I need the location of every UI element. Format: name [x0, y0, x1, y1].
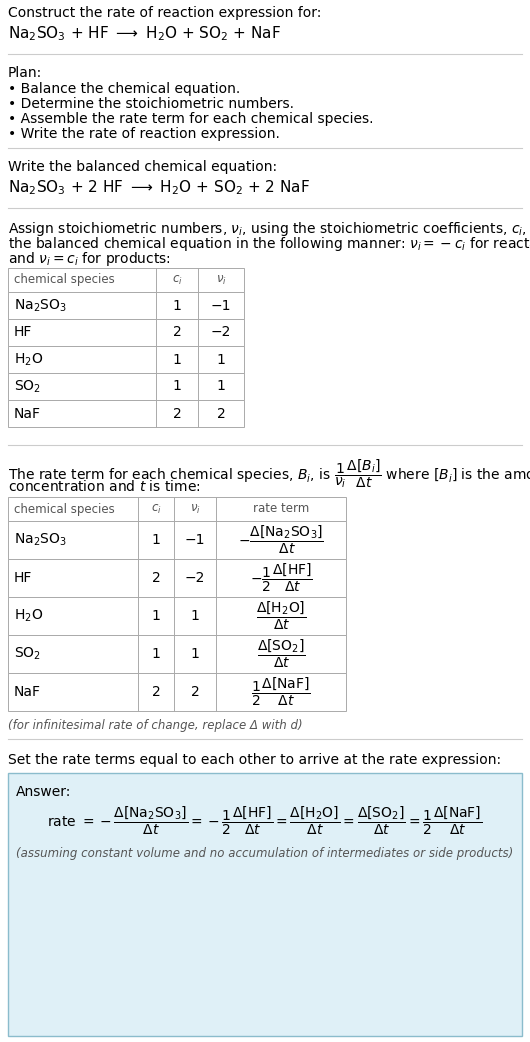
Text: 2: 2	[152, 685, 161, 699]
Text: 1: 1	[217, 379, 225, 394]
Text: $c_i$: $c_i$	[172, 273, 182, 287]
Text: 2: 2	[217, 406, 225, 421]
Text: $\dfrac{\Delta[\mathrm{SO_2}]}{\Delta t}$: $\dfrac{\Delta[\mathrm{SO_2}]}{\Delta t}…	[257, 638, 305, 670]
Text: 1: 1	[173, 298, 181, 313]
Text: −2: −2	[185, 571, 205, 585]
Text: 1: 1	[152, 534, 161, 547]
Bar	[8, 373, 244, 400]
Text: • Balance the chemical equation.: • Balance the chemical equation.	[8, 82, 240, 96]
Bar	[8, 497, 346, 521]
Text: NaF: NaF	[14, 406, 41, 421]
Text: H$_2$O: H$_2$O	[14, 607, 43, 624]
Bar	[8, 559, 346, 597]
Text: 1: 1	[152, 647, 161, 661]
Text: Na$_2$SO$_3$: Na$_2$SO$_3$	[14, 297, 67, 314]
Bar	[8, 319, 244, 346]
Text: and $\nu_i = c_i$ for products:: and $\nu_i = c_i$ for products:	[8, 250, 171, 268]
Text: Na$_2$SO$_3$: Na$_2$SO$_3$	[14, 531, 67, 548]
Text: $\nu_i$: $\nu_i$	[190, 502, 200, 516]
Text: 1: 1	[152, 609, 161, 623]
Text: (assuming constant volume and no accumulation of intermediates or side products): (assuming constant volume and no accumul…	[16, 847, 514, 860]
Bar	[8, 268, 244, 292]
Text: SO$_2$: SO$_2$	[14, 378, 41, 395]
Bar	[8, 400, 244, 427]
Bar	[8, 597, 346, 635]
Text: 1: 1	[173, 379, 181, 394]
Text: Set the rate terms equal to each other to arrive at the rate expression:: Set the rate terms equal to each other t…	[8, 753, 501, 767]
Text: 1: 1	[173, 352, 181, 367]
Text: • Write the rate of reaction expression.: • Write the rate of reaction expression.	[8, 127, 280, 141]
Text: concentration and $t$ is time:: concentration and $t$ is time:	[8, 479, 201, 494]
Text: 1: 1	[217, 352, 225, 367]
Text: $-\dfrac{\Delta[\mathrm{Na_2SO_3}]}{\Delta t}$: $-\dfrac{\Delta[\mathrm{Na_2SO_3}]}{\Del…	[238, 524, 324, 556]
Text: SO$_2$: SO$_2$	[14, 646, 41, 663]
Text: the balanced chemical equation in the following manner: $\nu_i = -c_i$ for react: the balanced chemical equation in the fo…	[8, 235, 530, 253]
Text: • Assemble the rate term for each chemical species.: • Assemble the rate term for each chemic…	[8, 111, 374, 126]
Text: Write the balanced chemical equation:: Write the balanced chemical equation:	[8, 160, 277, 174]
Text: $c_i$: $c_i$	[151, 502, 161, 516]
Text: 1: 1	[191, 647, 199, 661]
Text: Construct the rate of reaction expression for:: Construct the rate of reaction expressio…	[8, 6, 321, 20]
Text: $-\dfrac{1}{2}\dfrac{\Delta[\mathrm{HF}]}{\Delta t}$: $-\dfrac{1}{2}\dfrac{\Delta[\mathrm{HF}]…	[250, 562, 313, 594]
Text: 2: 2	[173, 406, 181, 421]
Bar	[8, 521, 346, 559]
Text: Answer:: Answer:	[16, 785, 72, 799]
Text: Plan:: Plan:	[8, 66, 42, 80]
Text: −2: −2	[211, 325, 231, 340]
Bar	[8, 292, 244, 319]
Text: chemical species: chemical species	[14, 502, 115, 516]
Text: Assign stoichiometric numbers, $\nu_i$, using the stoichiometric coefficients, $: Assign stoichiometric numbers, $\nu_i$, …	[8, 220, 530, 238]
Text: Na$_2$SO$_3$ + HF $\longrightarrow$ H$_2$O + SO$_2$ + NaF: Na$_2$SO$_3$ + HF $\longrightarrow$ H$_2…	[8, 24, 281, 43]
Bar	[8, 673, 346, 711]
Text: • Determine the stoichiometric numbers.: • Determine the stoichiometric numbers.	[8, 97, 294, 111]
Text: chemical species: chemical species	[14, 273, 115, 287]
Bar	[8, 773, 522, 1036]
Text: (for infinitesimal rate of change, replace Δ with d): (for infinitesimal rate of change, repla…	[8, 719, 303, 731]
Text: rate $= -\dfrac{\Delta[\mathrm{Na_2SO_3}]}{\Delta t} = -\dfrac{1}{2}\dfrac{\Delt: rate $= -\dfrac{\Delta[\mathrm{Na_2SO_3}…	[47, 804, 483, 837]
Text: rate term: rate term	[253, 502, 309, 516]
Text: $\dfrac{\Delta[\mathrm{H_2O}]}{\Delta t}$: $\dfrac{\Delta[\mathrm{H_2O}]}{\Delta t}…	[256, 600, 306, 632]
Bar	[8, 346, 244, 373]
Text: HF: HF	[14, 325, 32, 340]
Text: NaF: NaF	[14, 685, 41, 699]
Text: −1: −1	[185, 534, 205, 547]
Text: H$_2$O: H$_2$O	[14, 351, 43, 368]
Text: 2: 2	[173, 325, 181, 340]
Text: 1: 1	[191, 609, 199, 623]
Text: 2: 2	[152, 571, 161, 585]
Text: The rate term for each chemical species, $B_i$, is $\dfrac{1}{\nu_i}\dfrac{\Delt: The rate term for each chemical species,…	[8, 457, 530, 490]
Text: Na$_2$SO$_3$ + 2 HF $\longrightarrow$ H$_2$O + SO$_2$ + 2 NaF: Na$_2$SO$_3$ + 2 HF $\longrightarrow$ H$…	[8, 178, 310, 197]
Text: $\nu_i$: $\nu_i$	[216, 273, 226, 287]
Text: −1: −1	[211, 298, 231, 313]
Text: 2: 2	[191, 685, 199, 699]
Text: $\dfrac{1}{2}\dfrac{\Delta[\mathrm{NaF}]}{\Delta t}$: $\dfrac{1}{2}\dfrac{\Delta[\mathrm{NaF}]…	[251, 676, 311, 709]
Text: HF: HF	[14, 571, 32, 585]
Bar	[8, 635, 346, 673]
